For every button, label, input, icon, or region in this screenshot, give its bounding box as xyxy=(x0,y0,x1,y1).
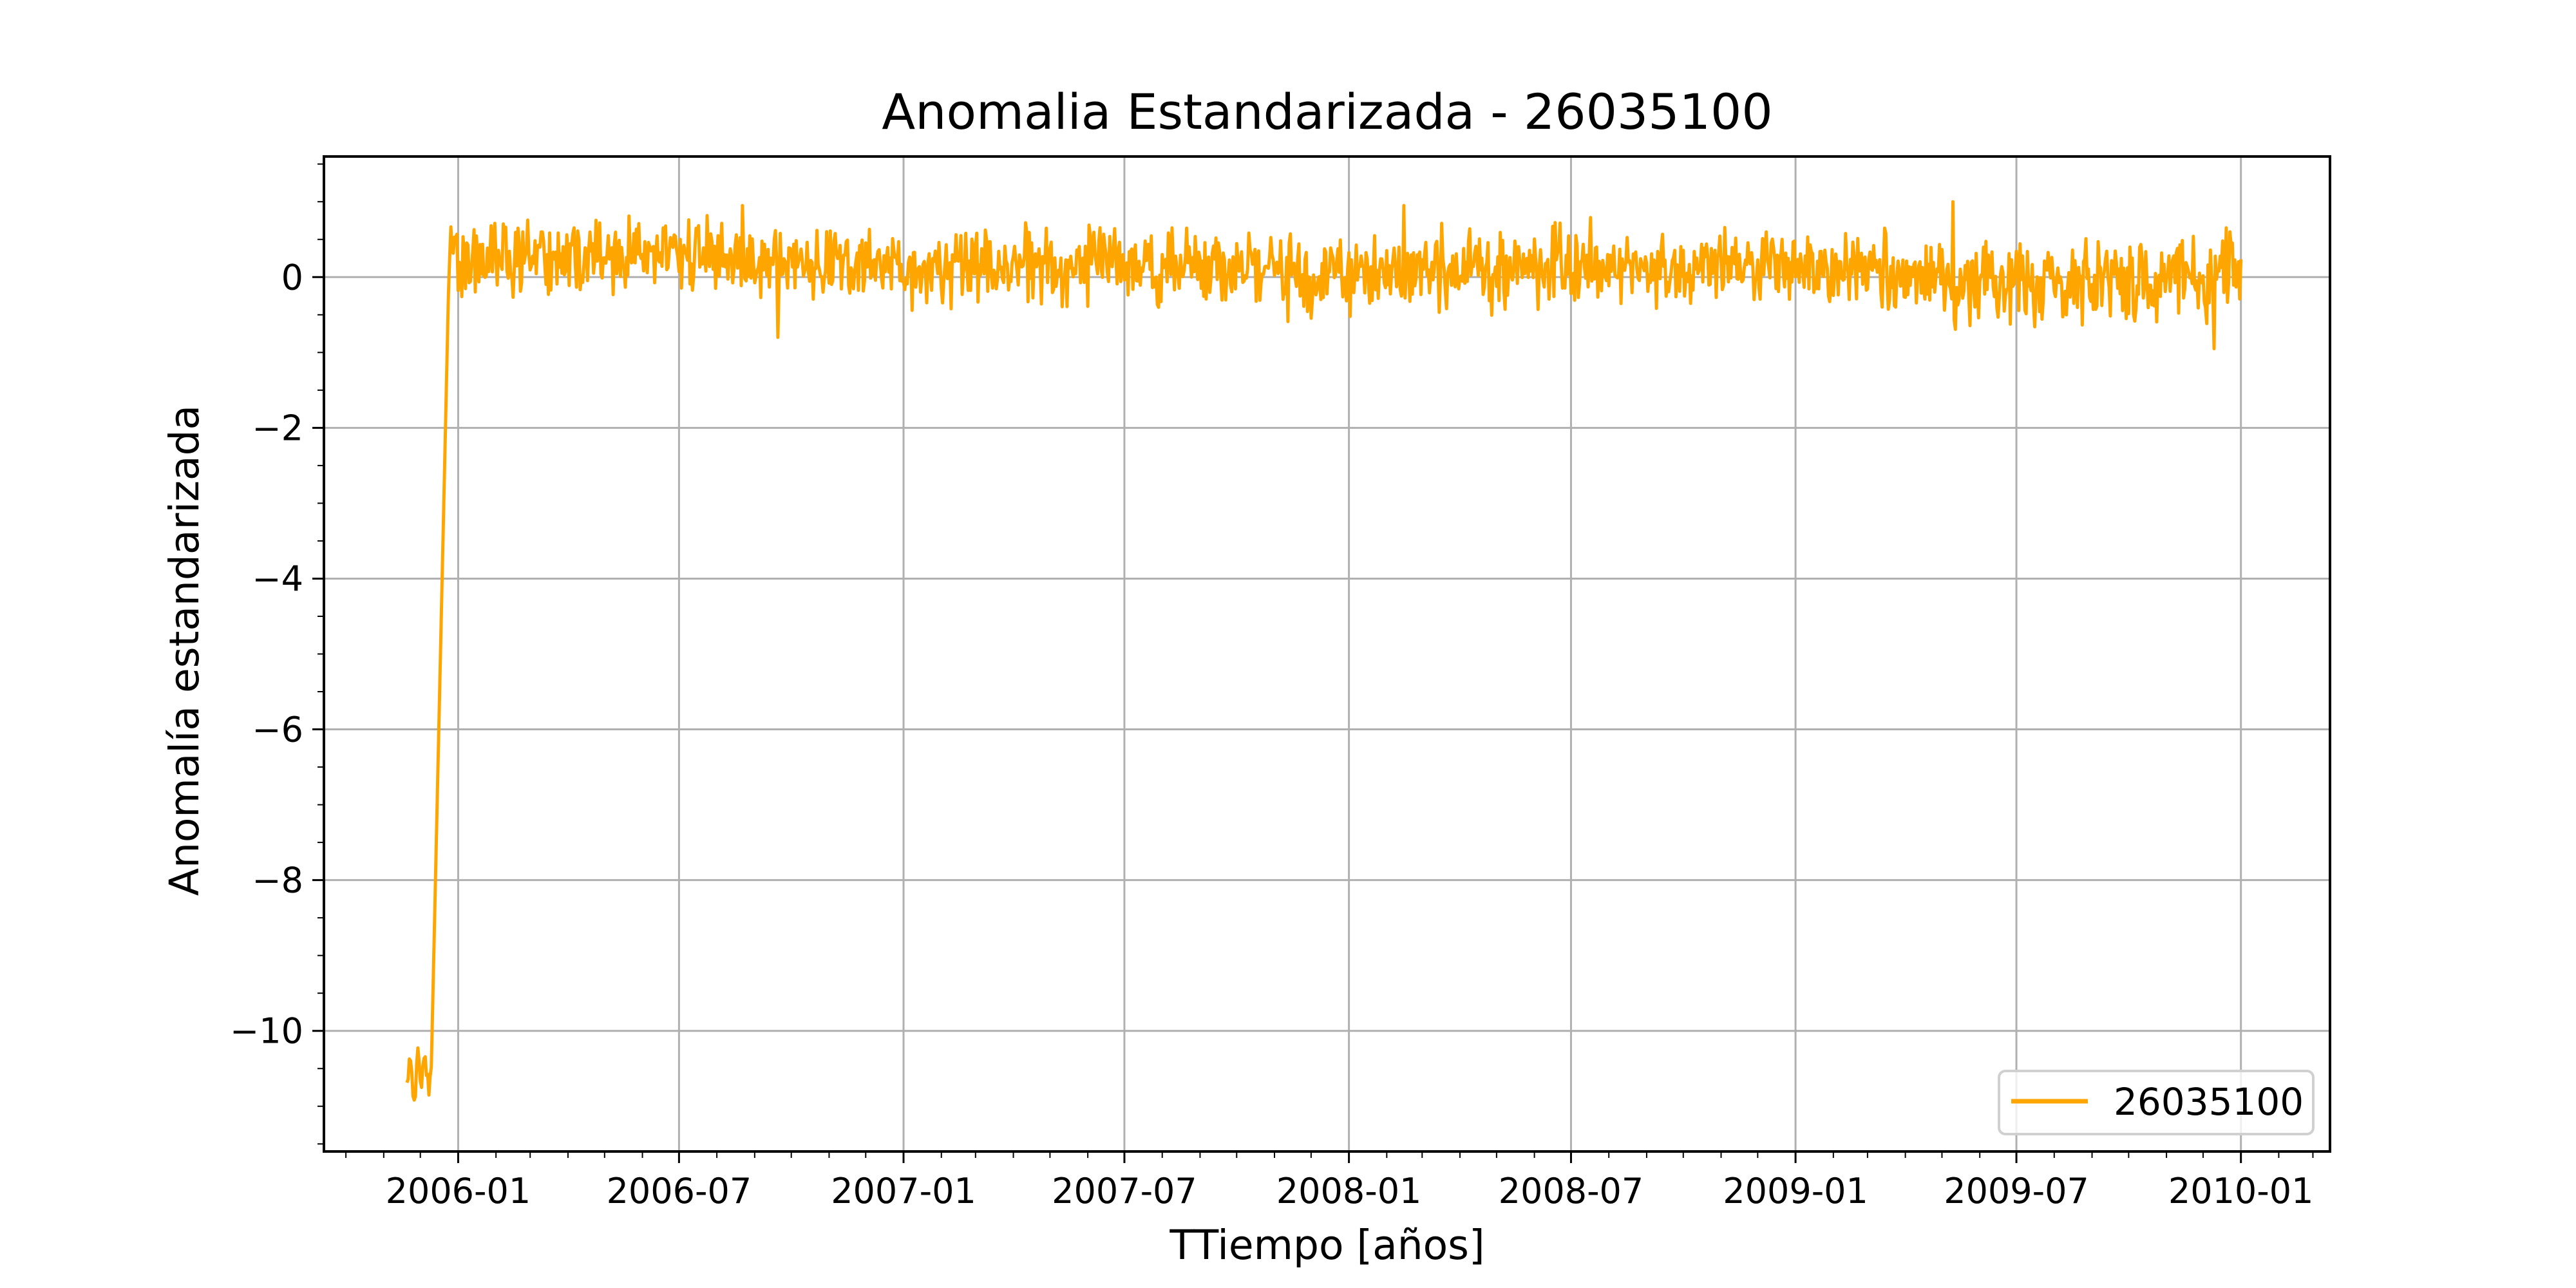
x-tick-label: 2008-07 xyxy=(1499,1171,1644,1211)
y-axis-label: Anomalía estandarizada xyxy=(161,405,208,896)
y-tick-label: −2 xyxy=(252,408,303,448)
y-tick-label: −4 xyxy=(252,558,303,599)
x-tick-label: 2007-07 xyxy=(1052,1171,1197,1211)
legend-box xyxy=(1998,1070,2315,1135)
chart-title: Anomalia Estandarizada - 26035100 xyxy=(882,83,1772,140)
x-axis-ticks: 2006-01 2006-07 2007-01 2007-07 2008-01 2008-… xyxy=(345,1151,2314,1211)
series-line-26035100 xyxy=(405,200,2243,1102)
x-tick-label: 2006-07 xyxy=(607,1171,752,1211)
y-tick-label: −6 xyxy=(252,710,303,750)
x-tick-label: 2007-01 xyxy=(831,1171,976,1211)
legend: 26035100 xyxy=(1998,1070,2315,1135)
y-axis-ticks: 0 −2 −4 −6 −8 −10 xyxy=(230,163,324,1145)
y-tick-label: 0 xyxy=(281,257,303,298)
y-tick-label: −10 xyxy=(230,1011,303,1052)
x-tick-label: 2006-01 xyxy=(386,1171,531,1211)
x-tick-label: 2010-01 xyxy=(2168,1171,2314,1211)
x-tick-label: 2009-07 xyxy=(1944,1171,2089,1211)
x-tick-label: 2009-01 xyxy=(1723,1171,1868,1211)
legend-label: 26035100 xyxy=(2114,1080,2304,1124)
x-axis-label: TTiempo [años] xyxy=(1169,1222,1484,1269)
grid xyxy=(324,156,2330,1151)
plot-frame xyxy=(323,155,2331,1153)
x-tick-label: 2008-01 xyxy=(1276,1171,1422,1211)
y-tick-label: −8 xyxy=(252,860,303,901)
series-group xyxy=(405,200,2243,1102)
